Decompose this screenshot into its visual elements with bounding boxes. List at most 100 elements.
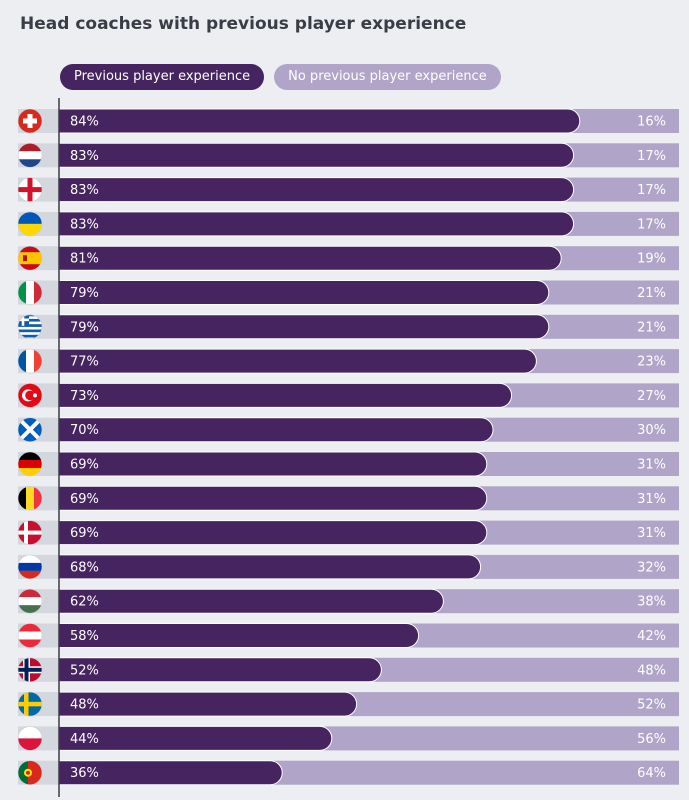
hungary-flag-icon	[17, 588, 43, 614]
bar-previous-experience	[58, 588, 444, 614]
value-label-no-previous: 42%	[637, 629, 666, 644]
value-label-previous: 81%	[70, 252, 99, 267]
austria-flag-icon	[17, 623, 43, 648]
value-label-previous: 52%	[70, 663, 99, 678]
value-label-previous: 84%	[70, 115, 99, 130]
bar-row-germany: 69% 31%	[17, 451, 679, 477]
value-label-no-previous: 21%	[637, 320, 666, 335]
value-label-no-previous: 31%	[637, 458, 666, 473]
england-flag-icon	[17, 177, 43, 202]
value-label-no-previous: 48%	[637, 663, 666, 678]
bar-row-spain: 81% 19%	[17, 245, 679, 271]
bar-row-austria: 58% 42%	[17, 623, 679, 648]
bar-previous-experience	[58, 348, 537, 374]
value-label-no-previous: 64%	[637, 766, 666, 781]
value-label-previous: 69%	[70, 458, 99, 473]
poland-flag-icon	[17, 726, 43, 751]
bar-row-norway: 52% 48%	[17, 657, 679, 683]
bar-row-turkey: 73% 27%	[17, 382, 679, 408]
value-label-previous: 68%	[70, 560, 99, 575]
russia-flag-icon	[17, 554, 43, 580]
bar-previous-experience	[58, 245, 562, 271]
value-label-no-previous: 52%	[637, 698, 666, 713]
bar-previous-experience	[58, 657, 382, 683]
value-label-no-previous: 16%	[637, 115, 666, 130]
value-label-previous: 48%	[70, 698, 99, 713]
bar-previous-experience	[58, 211, 575, 237]
value-label-previous: 44%	[70, 732, 99, 747]
bar-row-belgium: 69% 31%	[17, 485, 679, 511]
value-label-previous: 58%	[70, 629, 99, 644]
bar-previous-experience	[58, 451, 488, 477]
bar-previous-experience	[58, 108, 581, 134]
legend-item-no-previous-experience: No previous player experience	[274, 64, 501, 90]
bar-row-italy: 79% 21%	[17, 280, 679, 305]
value-label-previous: 83%	[70, 217, 99, 232]
value-label-previous: 83%	[70, 149, 99, 164]
scotland-flag-icon	[17, 417, 43, 443]
bar-row-russia: 68% 32%	[17, 554, 679, 580]
value-label-previous: 73%	[70, 389, 99, 404]
value-label-previous: 79%	[70, 286, 99, 301]
bar-previous-experience	[58, 760, 283, 786]
bar-row-france: 77% 23%	[17, 348, 679, 374]
bar-previous-experience	[58, 417, 494, 443]
bar-previous-experience	[58, 554, 482, 580]
bar-row-greece: 79% 21%	[17, 314, 679, 340]
value-label-no-previous: 31%	[637, 492, 666, 507]
portugal-flag-icon	[17, 760, 43, 786]
value-label-previous: 77%	[70, 355, 99, 370]
value-label-previous: 83%	[70, 183, 99, 198]
value-label-no-previous: 19%	[637, 252, 666, 267]
bar-previous-experience	[58, 520, 488, 546]
bar-row-hungary: 62% 38%	[17, 588, 679, 614]
value-label-no-previous: 17%	[637, 183, 666, 198]
belgium-flag-icon	[17, 485, 43, 511]
turkey-flag-icon	[17, 383, 43, 408]
bar-row-netherlands: 83% 17%	[17, 142, 679, 168]
bar-previous-experience	[58, 177, 575, 203]
value-label-no-previous: 23%	[637, 355, 666, 370]
value-label-previous: 79%	[70, 320, 99, 335]
bar-row-ukraine: 83% 17%	[17, 211, 679, 237]
swiss-flag-icon	[17, 108, 43, 134]
denmark-flag-icon	[17, 520, 43, 545]
bar-previous-experience	[58, 623, 420, 648]
bar-previous-experience	[58, 314, 550, 340]
france-flag-icon	[17, 348, 43, 374]
bar-previous-experience	[58, 691, 358, 717]
bar-row-sweden: 48% 52%	[17, 691, 679, 717]
sweden-flag-icon	[17, 691, 43, 717]
legend-item-previous-experience: Previous player experience	[60, 64, 265, 90]
value-label-no-previous: 30%	[637, 423, 666, 438]
value-label-previous: 62%	[70, 595, 99, 610]
netherlands-flag-icon	[17, 143, 43, 168]
spain-flag-icon	[17, 245, 43, 271]
value-label-no-previous: 17%	[637, 149, 666, 164]
bar-row-portugal: 36% 64%	[17, 760, 679, 786]
value-label-previous: 69%	[70, 526, 99, 541]
bar-row-scotland: 70% 30%	[17, 417, 679, 443]
value-label-no-previous: 38%	[637, 595, 666, 610]
value-label-previous: 69%	[70, 492, 99, 507]
bar-row-denmark: 69% 31%	[17, 520, 679, 546]
bar-previous-experience	[58, 485, 488, 511]
value-label-no-previous: 21%	[637, 286, 666, 301]
germany-flag-icon	[17, 451, 43, 477]
value-label-no-previous: 32%	[637, 560, 666, 575]
value-label-no-previous: 31%	[637, 526, 666, 541]
value-label-no-previous: 17%	[637, 217, 666, 232]
value-label-no-previous: 27%	[637, 389, 666, 404]
legend: Previous player experience No previous p…	[60, 64, 501, 90]
norway-flag-icon	[17, 657, 43, 683]
value-label-previous: 36%	[70, 766, 99, 781]
ukraine-flag-icon	[17, 211, 43, 237]
chart-title: Head coaches with previous player experi…	[20, 14, 467, 34]
value-label-no-previous: 56%	[637, 732, 666, 747]
bar-previous-experience	[58, 725, 333, 751]
bar-row-poland: 44% 56%	[17, 725, 679, 751]
bar-previous-experience	[58, 280, 550, 305]
italy-flag-icon	[17, 280, 43, 305]
bar-previous-experience	[58, 142, 575, 168]
